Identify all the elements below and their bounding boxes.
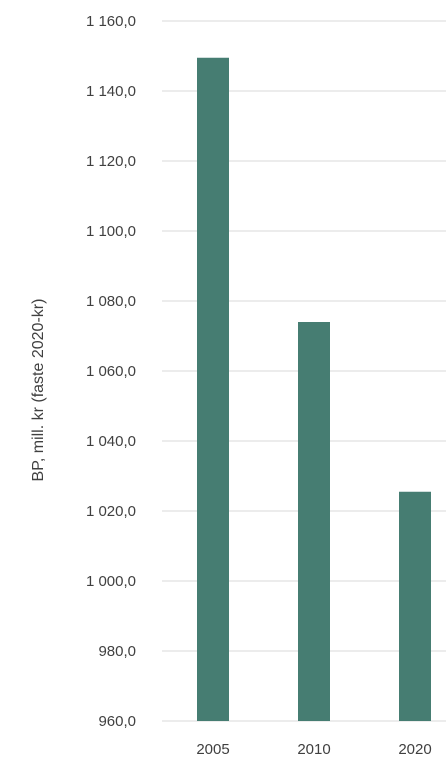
y-tick-label: 1 080,0: [86, 293, 136, 310]
x-axis-tick-labels: 2005 2010 2020: [196, 741, 431, 758]
bars: [197, 57, 431, 721]
y-axis-tick-labels: 960,0 980,0 1 000,0 1 020,0 1 040,0 1 060,0 1 …: [86, 13, 136, 730]
y-tick-label: 1 060,0: [86, 363, 136, 380]
y-tick-label: 980,0: [98, 643, 136, 660]
y-tick-label: 1 100,0: [86, 223, 136, 240]
y-tick-label: 1 000,0: [86, 573, 136, 590]
y-tick-label: 1 140,0: [86, 83, 136, 100]
bar-2010: [298, 322, 330, 721]
y-tick-label: 1 040,0: [86, 433, 136, 450]
x-tick-label: 2010: [297, 741, 330, 758]
x-tick-label: 2020: [398, 741, 431, 758]
bar-2020: [399, 491, 431, 721]
x-tick-label: 2005: [196, 741, 229, 758]
y-axis-title: BP, mill. kr (faste 2020-kr): [30, 299, 47, 482]
y-tick-label: 1 160,0: [86, 13, 136, 30]
y-tick-label: 1 020,0: [86, 503, 136, 520]
y-tick-label: 960,0: [98, 713, 136, 730]
bar-2005: [197, 57, 229, 721]
y-tick-label: 1 120,0: [86, 153, 136, 170]
